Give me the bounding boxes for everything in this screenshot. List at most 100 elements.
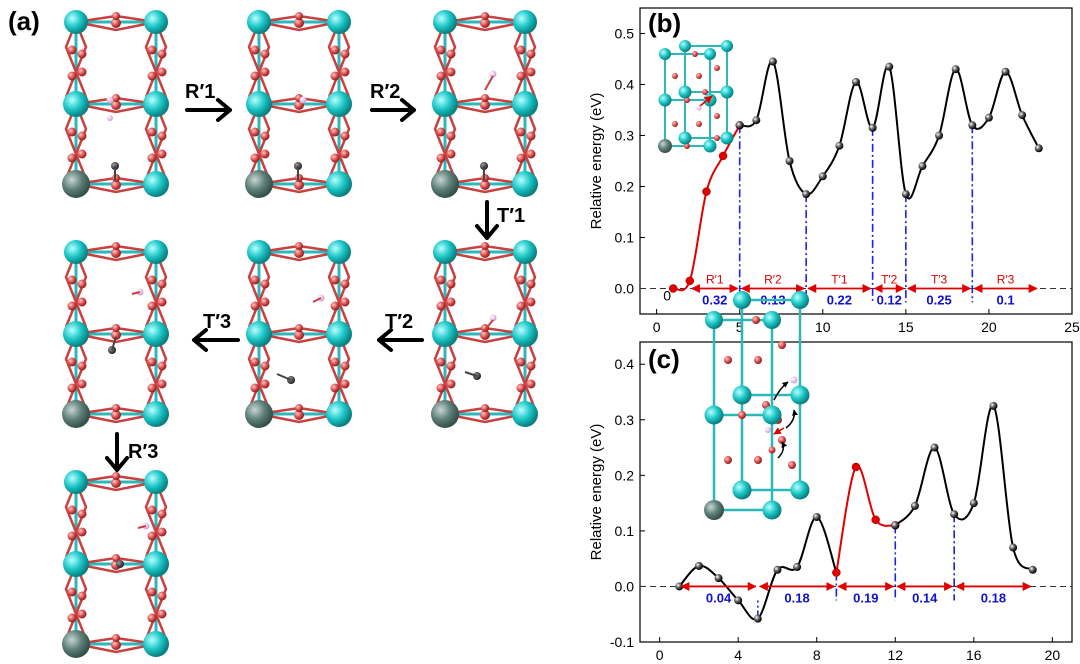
y-tick-label: -0.1 (610, 634, 634, 650)
arrow-r1 (185, 98, 232, 122)
y-tick-label: 0.4 (615, 77, 635, 93)
data-point (694, 561, 703, 570)
data-point (793, 563, 802, 571)
chart-c-frame (639, 341, 1073, 643)
x-tick-label: 12 (887, 647, 903, 663)
data-point (835, 141, 844, 150)
step-label-t1: T′1 (497, 205, 525, 227)
data-point (851, 462, 861, 472)
y-tick-label: 0.1 (615, 230, 635, 246)
y-tick-label: 0.2 (615, 179, 635, 195)
structure-after-r2 (429, 8, 540, 200)
data-point (1034, 144, 1043, 153)
data-point (832, 568, 841, 577)
segment-barrier: 0.12 (877, 293, 902, 308)
x-tick-label: 15 (898, 319, 914, 335)
data-point (1018, 111, 1027, 120)
step-label-r1: R′1 (185, 81, 215, 103)
data-point (891, 521, 900, 530)
structure-after-r1 (243, 8, 354, 200)
x-tick-label: 0 (653, 319, 661, 335)
step-label-t3: T′3 (203, 311, 231, 333)
data-point (951, 65, 960, 74)
x-tick-label: 20 (981, 319, 997, 335)
data-point (735, 121, 744, 130)
data-point (918, 162, 927, 171)
x-tick-label: 4 (734, 647, 742, 663)
x-tick-label: 16 (966, 647, 982, 663)
chart-c: (c) Relative energy (eV) 0 4 8 12 16 20 -0.1 0.… (588, 291, 1073, 663)
data-point (802, 190, 811, 199)
chart-b-panel-label: (b) (648, 8, 681, 38)
structure-after-r3 (60, 468, 171, 660)
data-point (910, 501, 919, 510)
segment-label: T′3 (931, 273, 948, 287)
segment-barrier: 0.32 (702, 293, 727, 308)
y-tick-label: 0.3 (615, 128, 635, 144)
segment-label: R′2 (764, 273, 782, 287)
data-point (868, 123, 877, 132)
data-point (734, 596, 743, 605)
segment-barrier: 0.18 (981, 590, 1006, 605)
chart-c-inset (704, 291, 810, 520)
data-point (969, 499, 978, 508)
y-tick-label: 0.2 (615, 467, 635, 483)
y-tick-label: 0.1 (615, 523, 635, 539)
segment-barrier: 0.1 (996, 293, 1014, 308)
data-point (901, 190, 910, 199)
x-tick-label: 8 (813, 647, 821, 663)
arrow-t1 (475, 200, 499, 240)
structure-after-t3 (60, 238, 171, 430)
arrow-t3 (192, 328, 240, 352)
structure-initial (60, 8, 171, 200)
chart-b: (b) Relative energy (eV) 0 5 10 15 20 25 0.0 0.… (588, 7, 1080, 335)
segment-barrier: 0.14 (912, 590, 938, 605)
arrow-r3 (105, 432, 129, 472)
chart-b-zero-label: 0 (663, 288, 671, 304)
data-point (818, 172, 827, 181)
data-point (1009, 543, 1018, 552)
segment-barrier: 0.25 (926, 293, 951, 308)
data-point (685, 276, 695, 286)
data-point (852, 77, 860, 86)
segment-barrier: 0.18 (784, 590, 809, 605)
data-point (1001, 67, 1010, 76)
x-tick-label: 5 (736, 319, 744, 335)
y-tick-label: 0.5 (615, 26, 635, 42)
step-label-t2: T′2 (385, 311, 413, 333)
chart-b-frame (639, 7, 1073, 315)
step-label-r3: R′3 (128, 441, 158, 463)
segment-barrier: 0.04 (706, 590, 732, 605)
series-line (678, 515, 838, 621)
data-point (968, 121, 977, 130)
data-point (984, 113, 993, 122)
data-point (812, 513, 821, 521)
segment-label: T′2 (881, 273, 898, 287)
chart-b-inset (657, 39, 735, 154)
data-point (702, 187, 711, 196)
data-point (989, 401, 998, 410)
structure-after-t1 (429, 238, 540, 430)
panel-a: (a) (8, 6, 540, 660)
segment-label: T′1 (831, 273, 848, 287)
step-label-r2: R′2 (370, 81, 400, 103)
y-tick-label: 0.4 (615, 356, 635, 372)
data-point (885, 62, 894, 71)
data-point (935, 131, 944, 140)
data-point (785, 157, 794, 165)
segment-label: R′1 (706, 273, 724, 287)
chart-b-ylabel: Relative energy (eV) (588, 93, 605, 230)
segment-barrier: 0.22 (827, 293, 852, 308)
data-point (950, 510, 959, 519)
y-tick-label: 0.0 (615, 578, 635, 594)
data-point (930, 443, 939, 452)
data-point (773, 565, 782, 574)
data-point (752, 116, 761, 125)
data-point (668, 284, 678, 293)
data-point (1028, 565, 1037, 574)
series-line (894, 404, 1034, 571)
series-line (739, 60, 1040, 200)
arrow-t2 (377, 328, 424, 352)
data-point (871, 515, 880, 525)
